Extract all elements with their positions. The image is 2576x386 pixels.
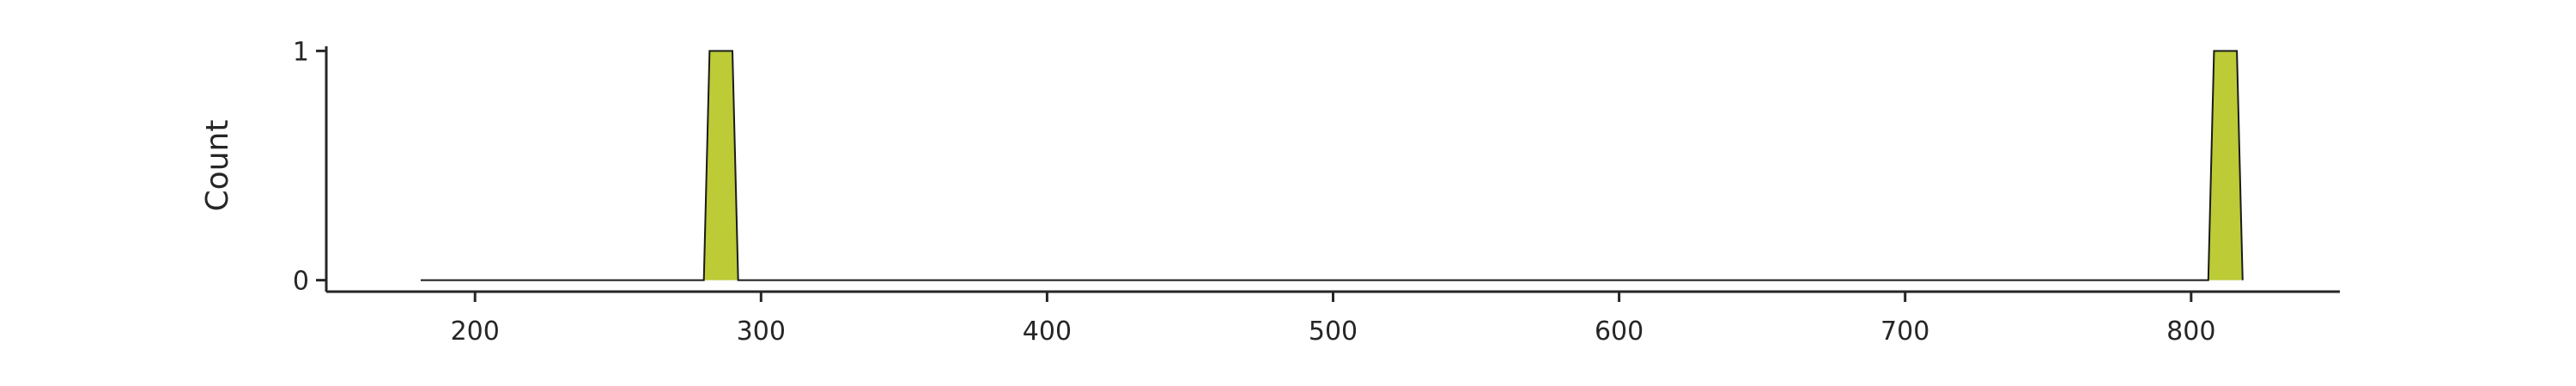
x-tick-label: 800: [2166, 317, 2215, 347]
count-area-fill: [420, 51, 2243, 280]
x-tick-label: 200: [451, 317, 500, 347]
x-tick-label: 300: [737, 317, 786, 347]
y-tick-label: 0: [293, 267, 309, 297]
x-tick-label: 700: [1880, 317, 1929, 347]
ticks: 200 300 400 500 600 700 800 0 1: [293, 37, 2216, 347]
x-tick-label: 400: [1023, 317, 1072, 347]
y-tick-label: 1: [293, 37, 309, 67]
axes: [325, 46, 2340, 293]
plot-area: [420, 50, 2244, 281]
x-tick-label: 500: [1309, 317, 1358, 347]
x-tick-label: 600: [1595, 317, 1643, 347]
count-area-line: [420, 50, 2244, 281]
y-axis-title: Count: [200, 120, 235, 212]
